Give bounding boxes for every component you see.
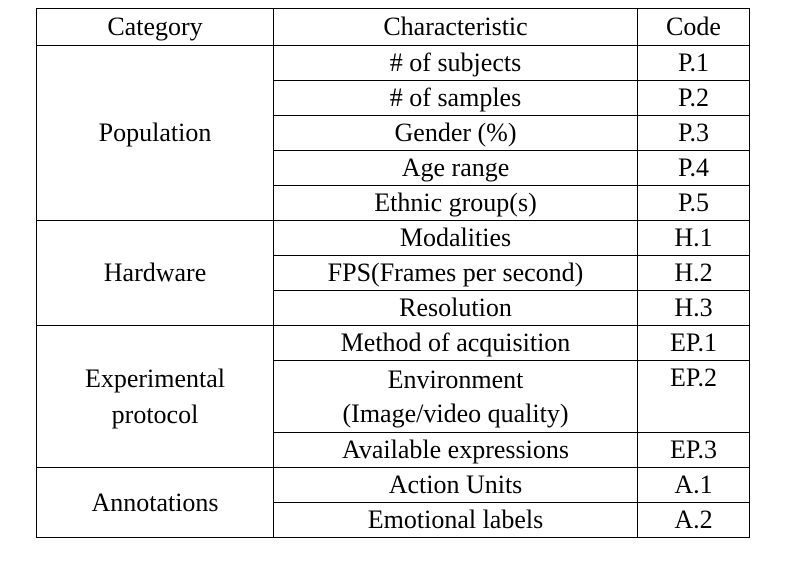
table-row: Hardware Modalities H.1	[36, 220, 750, 326]
table-row: Emotional labels A.2	[37, 502, 750, 538]
table-row: Available expressions EP.3	[37, 432, 750, 468]
characteristic-cell: # of samples	[273, 80, 638, 116]
code-cell: P.4	[637, 150, 750, 186]
characteristic-cell: Action Units	[273, 467, 638, 503]
table-row: Experimental protocol Method of acquisit…	[36, 325, 750, 468]
table-row: Annotations Action Units A.1	[36, 467, 750, 538]
table-row: Environment (Image/video quality) EP.2	[37, 360, 750, 433]
table-row: Resolution H.3	[37, 290, 750, 326]
characteristic-cell: # of subjects	[273, 45, 638, 81]
code-cell: P.3	[637, 115, 750, 151]
code-cell: H.3	[637, 290, 750, 326]
code-cell: A.1	[637, 467, 750, 503]
characteristic-cell: Available expressions	[273, 432, 638, 468]
header-row: Category Characteristic Code	[36, 8, 750, 46]
code-cell: P.2	[637, 80, 750, 116]
code-cell: H.1	[637, 220, 750, 256]
characteristic-cell: Emotional labels	[273, 502, 638, 538]
header-characteristic: Characteristic	[273, 8, 638, 46]
category-hardware: Hardware	[36, 220, 274, 326]
characteristic-line: (Image/video quality)	[342, 398, 569, 428]
characteristic-line: Environment	[387, 364, 524, 394]
header-category: Category	[36, 8, 274, 46]
code-cell: EP.1	[637, 325, 750, 361]
code-cell: H.2	[637, 255, 750, 291]
code-cell: P.5	[637, 185, 750, 221]
characteristic-cell: Modalities	[273, 220, 638, 256]
table-row: Population # of subjects P.1	[36, 45, 750, 221]
code-cell: A.2	[637, 502, 750, 538]
code-cell: P.1	[637, 45, 750, 81]
characteristic-cell: Resolution	[273, 290, 638, 326]
characteristic-cell: Method of acquisition	[273, 325, 638, 361]
category-line: protocol	[111, 399, 199, 429]
category-line: Experimental	[84, 363, 226, 393]
characteristic-cell: FPS(Frames per second)	[273, 255, 638, 291]
table-row: FPS(Frames per second) H.2	[37, 255, 750, 291]
characteristic-cell: Environment (Image/video quality)	[273, 360, 638, 433]
characteristics-table: Category Characteristic Code Population …	[36, 8, 750, 538]
category-population: Population	[36, 45, 274, 221]
characteristic-cell: Age range	[273, 150, 638, 186]
category-experimental-protocol: Experimental protocol	[36, 325, 274, 468]
code-cell: EP.3	[637, 432, 750, 468]
characteristic-cell: Gender (%)	[273, 115, 638, 151]
code-cell: EP.2	[637, 360, 750, 433]
category-annotations: Annotations	[36, 467, 274, 538]
characteristic-cell: Ethnic group(s)	[273, 185, 638, 221]
table-row: # of samples P.2	[37, 80, 750, 116]
header-code: Code	[637, 8, 750, 46]
